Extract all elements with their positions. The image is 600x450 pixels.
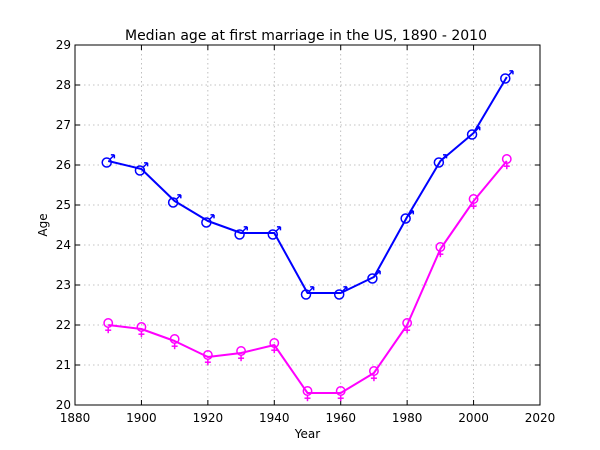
x-tick-label: 2020: [525, 411, 556, 425]
male-symbol-icon: [300, 286, 315, 300]
female-symbol-icon: [468, 194, 479, 210]
female-symbol-icon: [368, 366, 379, 382]
female-symbol-icon: [302, 386, 313, 402]
male-symbol-icon: [101, 154, 116, 168]
axes-frame: [74, 44, 541, 406]
male-symbol-icon: [500, 70, 514, 84]
y-tick-label: 23: [56, 278, 71, 292]
y-axis-label: Age: [36, 213, 50, 236]
female-symbol-icon: [169, 334, 180, 350]
y-tick-label: 28: [56, 78, 71, 92]
male-symbol-icon: [400, 210, 415, 224]
female-symbol-icon: [501, 154, 512, 170]
male-symbol-icon: [466, 126, 481, 140]
axis-ticks: 1880 1900 1920 1940 1960 1980 2000 202020212223…: [56, 38, 556, 425]
x-axis-label: Year: [294, 427, 320, 441]
series-line: [108, 160, 508, 394]
female-symbol-icon: [435, 242, 446, 258]
y-tick-label: 20: [56, 398, 71, 412]
female-symbol-icon: [136, 322, 147, 338]
female-symbol-icon: [103, 318, 114, 334]
series-1: [101, 70, 514, 300]
x-tick-label: 1940: [259, 411, 290, 425]
series: [101, 70, 514, 402]
female-symbol-icon: [335, 386, 346, 402]
series-2: [103, 154, 512, 402]
female-symbol-icon: [402, 318, 413, 334]
y-tick-label: 29: [56, 38, 71, 52]
y-tick-label: 26: [56, 158, 71, 172]
male-symbol-icon: [433, 154, 448, 168]
male-symbol-icon: [167, 194, 182, 208]
y-tick-label: 22: [56, 318, 71, 332]
male-symbol-icon: [267, 226, 282, 240]
x-tick-label: 1960: [325, 411, 356, 425]
x-tick-label: 1900: [126, 411, 157, 425]
x-tick-label: 1920: [193, 411, 224, 425]
female-symbol-icon: [269, 338, 280, 354]
male-symbol-icon: [134, 162, 149, 176]
female-symbol-icon: [236, 346, 247, 362]
male-symbol-icon: [201, 214, 215, 228]
x-tick-label: 1980: [392, 411, 423, 425]
y-tick-label: 21: [56, 358, 71, 372]
male-symbol-icon: [333, 286, 348, 300]
series-line: [107, 76, 508, 294]
y-tick-label: 24: [56, 238, 71, 252]
x-tick-label: 1880: [60, 411, 91, 425]
male-symbol-icon: [234, 226, 248, 240]
male-symbol-icon: [367, 270, 381, 284]
female-symbol-icon: [202, 350, 213, 366]
y-tick-label: 25: [56, 198, 71, 212]
x-tick-label: 2000: [458, 411, 489, 425]
chart-title: Median age at first marriage in the US, …: [125, 28, 487, 44]
y-tick-label: 27: [56, 118, 71, 132]
grid: [75, 45, 540, 405]
